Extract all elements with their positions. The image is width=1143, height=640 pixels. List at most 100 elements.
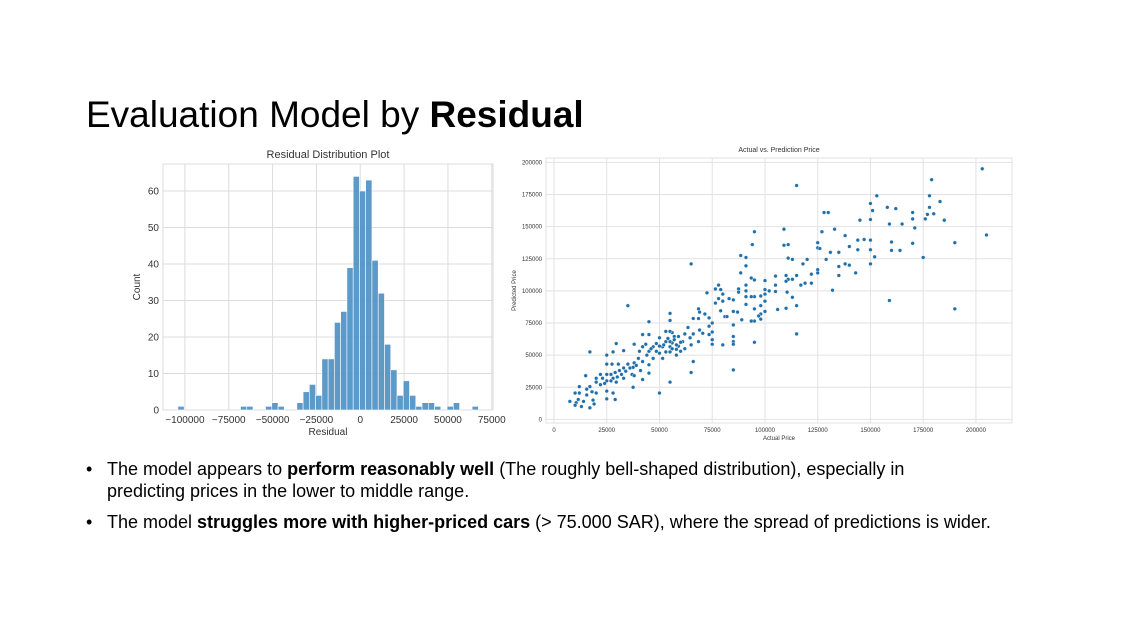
scatter-point <box>783 279 789 284</box>
scatter-point <box>843 261 848 266</box>
scatter-point <box>980 166 985 171</box>
scatter-point <box>627 365 633 371</box>
scatter-point <box>697 309 702 315</box>
scatter-point <box>927 205 932 210</box>
scatter-point <box>689 370 694 375</box>
histogram-bar <box>390 369 398 411</box>
histogram-bar <box>453 402 460 411</box>
y-tick-label: 25000 <box>525 385 542 391</box>
y-tick-label: 0 <box>153 406 159 417</box>
scatter-point <box>713 300 718 306</box>
scatter-point <box>663 329 668 334</box>
scatter-point <box>802 281 808 286</box>
scatter-point <box>617 368 622 373</box>
scatter-point <box>598 382 603 387</box>
x-tick-label: 200000 <box>966 428 987 434</box>
bullet-icon: • <box>86 512 93 532</box>
scatter-point <box>868 201 873 206</box>
histogram-bar <box>334 322 341 411</box>
bullet-bold-text: struggles more with higher-priced cars <box>197 512 531 532</box>
scatter-point <box>689 261 694 266</box>
scatter-point <box>783 306 789 311</box>
scatter-point <box>678 349 683 354</box>
scatter-point <box>853 270 858 275</box>
scatter-point <box>583 373 588 378</box>
scatter-point <box>682 331 687 337</box>
scatter-point <box>674 347 679 352</box>
bullet-text: The model <box>107 512 198 532</box>
slide-title: Evaluation Model by Residual <box>86 94 584 136</box>
x-tick-label: 50000 <box>434 415 462 426</box>
scatter-point <box>736 290 741 295</box>
scatter-point <box>710 337 715 342</box>
x-tick-label: −25000 <box>300 415 334 426</box>
scatter-point <box>594 376 599 381</box>
scatter-point <box>687 335 693 340</box>
scatter-point <box>696 339 701 344</box>
scatter-point <box>836 273 841 278</box>
x-tick-label: −50000 <box>256 415 290 426</box>
scatter-point <box>625 362 630 367</box>
x-axis-label: Residual <box>309 427 348 438</box>
scatter-point <box>800 261 806 266</box>
scatter-point <box>674 353 679 358</box>
scatter-point <box>815 240 820 245</box>
scatter-point <box>828 250 833 255</box>
scatter-point <box>762 299 768 304</box>
scatter-point <box>762 291 768 297</box>
scatter-point <box>781 227 787 232</box>
scatter-point <box>716 283 721 288</box>
scatter-point <box>587 384 592 389</box>
scatter-point <box>594 390 599 396</box>
scatter-point <box>676 334 681 339</box>
scatter-point <box>743 302 749 307</box>
histogram-bar <box>177 406 185 411</box>
scatter-point <box>724 314 730 319</box>
scatter-point <box>887 221 892 227</box>
bullet-bold-text: perform reasonably well <box>287 459 495 479</box>
scatter-point <box>604 372 609 377</box>
x-tick-label: −75000 <box>212 415 246 426</box>
scatter-point <box>634 363 639 368</box>
scatter-point <box>887 298 892 303</box>
scatter-point <box>716 296 721 301</box>
scatter-point <box>614 380 619 385</box>
scatter-point <box>651 356 656 361</box>
scatter-point <box>573 403 578 408</box>
scatter-point <box>739 317 744 322</box>
scatter-point <box>785 290 790 295</box>
scatter-point <box>577 390 582 396</box>
scatter-point <box>657 390 662 396</box>
scatter-point <box>600 376 605 381</box>
x-tick-label: 100000 <box>755 428 776 434</box>
bullet-item: • The model struggles more with higher-pr… <box>86 511 991 533</box>
scatter-point <box>674 342 679 347</box>
y-tick-label: 100000 <box>522 289 543 295</box>
scatter-point <box>640 332 645 337</box>
scatter-point <box>773 289 778 294</box>
scatter-point <box>743 288 749 293</box>
scatter-point <box>731 367 736 373</box>
y-tick-label: 150000 <box>522 225 543 231</box>
scatter-point <box>608 372 614 377</box>
scatter-point <box>691 331 696 337</box>
scatter-point <box>710 329 715 335</box>
scatter-point <box>952 240 957 245</box>
y-tick-label: 60 <box>148 187 160 198</box>
scatter-point <box>910 216 915 222</box>
histogram-bar <box>377 292 385 411</box>
scatter-point <box>646 319 652 324</box>
scatter-point <box>667 329 673 334</box>
scatter-point <box>646 362 652 367</box>
scatter-point <box>632 373 637 378</box>
scatter-point <box>579 404 584 409</box>
scatter-point <box>819 229 825 234</box>
scatter-point <box>749 318 754 324</box>
scatter-point <box>657 344 662 349</box>
scatter-point <box>952 306 957 311</box>
scatter-point <box>700 331 705 336</box>
scatter-point <box>602 381 607 386</box>
scatter-point <box>910 210 915 215</box>
scatter-point <box>667 318 673 323</box>
scatter-point <box>931 211 936 216</box>
